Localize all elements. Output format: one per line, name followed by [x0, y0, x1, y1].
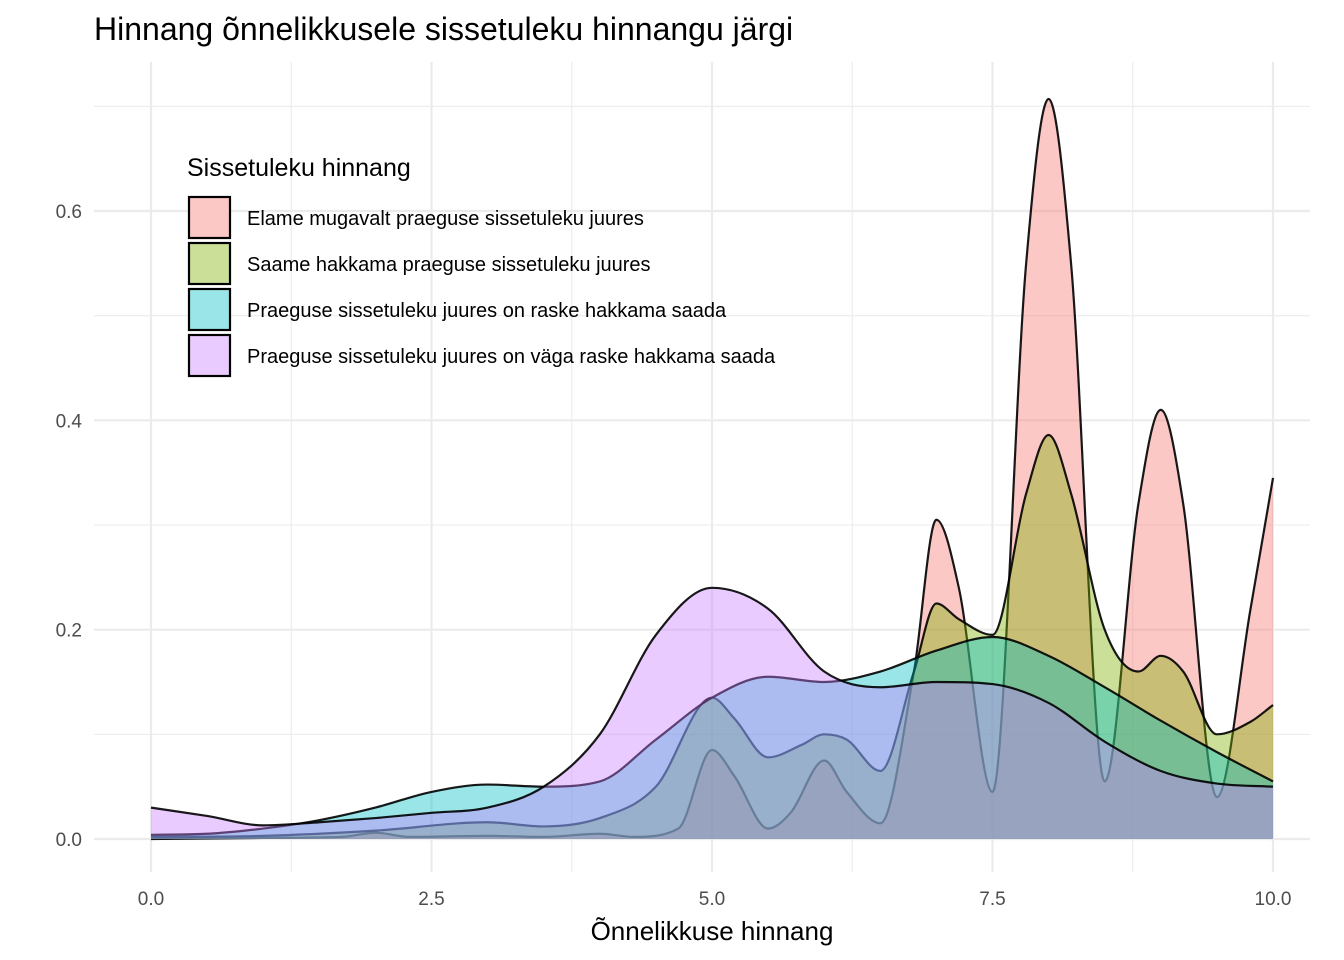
legend: Sissetuleku hinnang Elame mugavalt praeg… — [187, 154, 776, 378]
legend-item: Praeguse sissetuleku juures on väga rask… — [187, 333, 776, 378]
grid — [94, 62, 1310, 872]
legend-swatch — [187, 241, 232, 286]
legend-label: Praeguse sissetuleku juures on väga rask… — [247, 346, 776, 368]
density-line-3 — [150, 635, 1274, 836]
y-tick-label: 0.2 — [56, 621, 82, 642]
x-tick-label: 2.5 — [418, 889, 444, 910]
density-areas — [150, 97, 1275, 841]
x-tick-label: 10.0 — [1255, 889, 1292, 910]
x-tick-label: 7.5 — [979, 889, 1005, 910]
y-axis-ticks: 0.0 0.2 0.4 0.6 — [56, 202, 83, 851]
y-tick-label: 0.6 — [56, 202, 82, 223]
legend-swatch — [187, 333, 232, 378]
x-axis-label: Õnnelikkuse hinnang — [591, 916, 834, 946]
y-tick-label: 0.0 — [56, 830, 82, 851]
density-line-4 — [150, 586, 1274, 827]
legend-items: Elame mugavalt praeguse sissetuleku juur… — [187, 195, 776, 378]
legend-item: Saame hakkama praeguse sissetuleku juure… — [187, 241, 651, 286]
density-area-2 — [151, 434, 1273, 839]
legend-title: Sissetuleku hinnang — [187, 154, 411, 182]
legend-label: Praeguse sissetuleku juures on raske hak… — [247, 300, 727, 322]
density-line-1 — [150, 97, 1275, 841]
legend-label: Elame mugavalt praeguse sissetuleku juur… — [247, 208, 644, 230]
density-area-1 — [151, 99, 1273, 839]
x-tick-label: 0.0 — [138, 889, 164, 910]
legend-item: Praeguse sissetuleku juures on raske hak… — [187, 287, 727, 332]
legend-swatch — [187, 287, 232, 332]
x-tick-label: 5.0 — [699, 889, 725, 910]
density-area-4 — [151, 587, 1273, 839]
density-area-3 — [151, 636, 1273, 839]
legend-swatch — [187, 195, 232, 240]
y-tick-label: 0.4 — [56, 411, 83, 432]
x-axis-ticks: 0.0 2.5 5.0 7.5 10.0 — [138, 889, 1292, 910]
density-line-2 — [150, 433, 1274, 839]
legend-label: Saame hakkama praeguse sissetuleku juure… — [247, 254, 651, 276]
legend-item: Elame mugavalt praeguse sissetuleku juur… — [187, 195, 644, 240]
chart-title: Hinnang õnnelikkusele sissetuleku hinnan… — [94, 11, 793, 47]
